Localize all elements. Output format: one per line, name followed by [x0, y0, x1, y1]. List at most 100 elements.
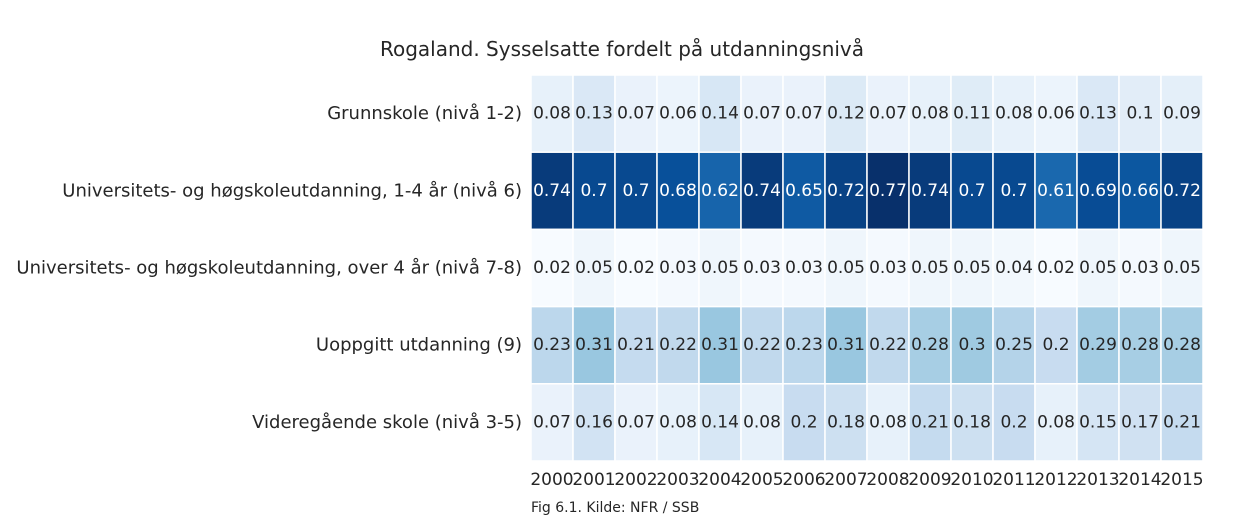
heatmap-cell: [656, 383, 700, 462]
cell-value-label: 0.2: [1000, 412, 1027, 432]
heatmap-cell: [530, 74, 574, 153]
cell-value-label: 0.18: [953, 412, 991, 432]
heatmap-cell: [530, 151, 574, 231]
x-tick-label: 2001: [572, 470, 615, 490]
cell-value-label: 0.31: [827, 335, 865, 355]
heatmap-cell: [614, 151, 658, 231]
cell-value-label: 0.06: [659, 104, 697, 124]
heatmap-cell: [530, 383, 574, 462]
cell-value-label: 0.2: [1042, 335, 1069, 355]
cell-value-label: 0.22: [743, 335, 781, 355]
heatmap-cell: [572, 305, 616, 385]
cell-value-label: 0.72: [1163, 181, 1201, 201]
row-label: Universitets- og høgskoleutdanning, over…: [16, 258, 522, 279]
x-tick-label: 2002: [614, 470, 657, 490]
heatmap-cell: [1160, 74, 1204, 153]
cell-value-label: 0.03: [659, 258, 697, 278]
cell-value-label: 0.22: [659, 335, 697, 355]
row-label: Universitets- og høgskoleutdanning, 1-4 …: [62, 180, 522, 201]
cell-value-label: 0.28: [1121, 335, 1159, 355]
chart-title: Rogaland. Sysselsatte fordelt på utdanni…: [379, 37, 865, 61]
cell-value-label: 0.05: [911, 258, 949, 278]
x-tick-label: 2003: [656, 470, 699, 490]
x-tick-label: 2010: [950, 470, 993, 490]
figure-caption: Fig 6.1. Kilde: NFR / SSB: [531, 500, 700, 516]
cell-value-label: 0.07: [533, 412, 571, 432]
cell-value-label: 0.14: [701, 412, 739, 432]
heatmap-cell: [908, 151, 952, 231]
heatmap-cell: [1118, 383, 1162, 462]
heatmap-cell: [572, 151, 616, 231]
heatmap-cell: [866, 151, 910, 231]
heatmap-cell: [908, 74, 952, 153]
cell-value-label: 0.07: [743, 104, 781, 124]
heatmap-cell: [614, 383, 658, 462]
cell-value-label: 0.07: [617, 104, 655, 124]
cell-value-label: 0.7: [580, 181, 607, 201]
x-tick-label: 2004: [698, 470, 741, 490]
heatmap-cell: [1118, 151, 1162, 231]
cell-value-label: 0.69: [1079, 181, 1117, 201]
x-tick-label: 2014: [1118, 470, 1161, 490]
cell-value-label: 0.31: [701, 335, 739, 355]
x-tick-label: 2012: [1034, 470, 1077, 490]
cell-value-label: 0.62: [701, 181, 739, 201]
x-tick-label: 2005: [740, 470, 783, 490]
cell-value-label: 0.18: [827, 412, 865, 432]
cell-value-label: 0.72: [827, 181, 865, 201]
row-label: Uoppgitt utdanning (9): [316, 335, 522, 356]
x-tick-label: 2009: [908, 470, 951, 490]
x-tick-label: 2015: [1160, 470, 1203, 490]
year-labels: 2000200120022003200420052006200720082009…: [530, 470, 1203, 490]
heatmap-cell: [824, 74, 868, 153]
cell-value-label: 0.09: [1163, 104, 1201, 124]
heatmap-cell: [1118, 74, 1162, 153]
cell-value-label: 0.61: [1037, 181, 1075, 201]
heatmap-cell: [782, 383, 826, 462]
row-label: Grunnskole (nivå 1-2): [327, 103, 522, 124]
heatmap-cell: [614, 74, 658, 153]
cell-value-label: 0.02: [1037, 258, 1075, 278]
cell-value-label: 0.21: [1163, 412, 1201, 432]
cell-value-label: 0.08: [869, 412, 907, 432]
row-labels: Grunnskole (nivå 1-2) Universitets- og hø…: [16, 103, 522, 433]
cell-value-label: 0.12: [827, 104, 865, 124]
cell-value-label: 0.28: [1163, 335, 1201, 355]
heatmap-cell: [1160, 151, 1204, 231]
x-tick-label: 2000: [530, 470, 573, 490]
cell-value-label: 0.21: [911, 412, 949, 432]
cell-value-label: 0.08: [743, 412, 781, 432]
cell-value-label: 0.31: [575, 335, 613, 355]
cell-value-label: 0.74: [533, 181, 571, 201]
heatmap-cell: [992, 74, 1036, 153]
cell-value-label: 0.05: [827, 258, 865, 278]
cell-value-label: 0.05: [701, 258, 739, 278]
cell-value-label: 0.14: [701, 104, 739, 124]
cell-value-label: 0.7: [1000, 181, 1027, 201]
cell-value-label: 0.21: [617, 335, 655, 355]
heatmap-cell: [908, 305, 952, 385]
heatmap-cell: [992, 383, 1036, 462]
cell-value-label: 0.08: [533, 104, 571, 124]
cell-value-label: 0.2: [790, 412, 817, 432]
heatmap-cells: 0.08 0.13 0.07 0.06 0.14 0.07 0.07 0.12 0.07 0.08…: [530, 74, 1204, 462]
cell-value-label: 0.17: [1121, 412, 1159, 432]
cell-value-label: 0.74: [911, 181, 949, 201]
heatmap-cell: [1160, 305, 1204, 385]
row-label: Videregående skole (nivå 3-5): [252, 412, 522, 433]
cell-value-label: 0.03: [785, 258, 823, 278]
cell-value-label: 0.08: [911, 104, 949, 124]
cell-value-label: 0.65: [785, 181, 823, 201]
cell-value-label: 0.08: [659, 412, 697, 432]
heatmap-cell: [614, 305, 658, 385]
cell-value-label: 0.08: [995, 104, 1033, 124]
heatmap-cell: [572, 74, 616, 153]
cell-value-label: 0.05: [1163, 258, 1201, 278]
heatmap-cell: [1076, 383, 1120, 462]
cell-value-label: 0.05: [575, 258, 613, 278]
cell-value-label: 0.08: [1037, 412, 1075, 432]
cell-value-label: 0.11: [953, 104, 991, 124]
cell-value-label: 0.77: [869, 181, 907, 201]
heatmap-cell: [1160, 228, 1204, 308]
